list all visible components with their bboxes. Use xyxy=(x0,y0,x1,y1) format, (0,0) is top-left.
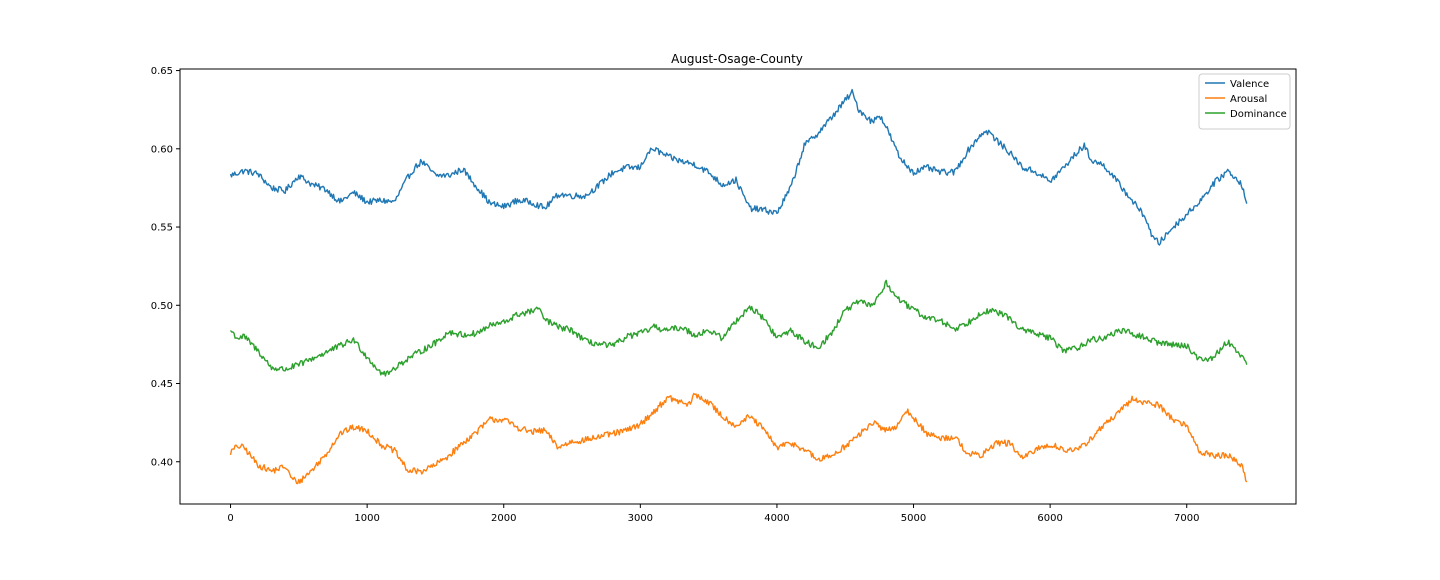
legend: Valence Arousal Dominance xyxy=(1198,73,1291,130)
x-tick-label: 6000 xyxy=(1037,513,1062,524)
y-tick-label: 0.55 xyxy=(151,223,173,234)
plot-frame xyxy=(179,68,1297,505)
x-tick-label: 1000 xyxy=(354,513,379,524)
y-tick-label: 0.40 xyxy=(151,457,173,468)
legend-box xyxy=(1198,73,1291,130)
x-tick-label: 4000 xyxy=(764,513,789,524)
x-tick-label: 2000 xyxy=(491,513,516,524)
x-tick-label: 5000 xyxy=(901,513,926,524)
x-tick-label: 7000 xyxy=(1174,513,1199,524)
series-line-valence xyxy=(229,88,1248,246)
legend-label-arousal: Arousal xyxy=(1230,94,1267,105)
x-tick-label: 3000 xyxy=(628,513,653,524)
y-tick-label: 0.65 xyxy=(151,66,173,77)
legend-label-valence: Valence xyxy=(1230,79,1269,90)
x-tick-label: 0 xyxy=(227,513,233,524)
y-tick-label: 0.50 xyxy=(151,301,173,312)
series-line-dominance xyxy=(229,279,1248,377)
axes-layer: 0 1000 2000 3000 4000 5000 6000 7000 0.40 0.45 0.5… xyxy=(151,66,1297,524)
series-layer xyxy=(229,88,1248,485)
chart-title: August-Osage-County xyxy=(671,52,803,66)
y-tick-label: 0.60 xyxy=(151,144,173,155)
series-line-arousal xyxy=(229,392,1248,485)
legend-label-dominance: Dominance xyxy=(1230,109,1287,120)
y-tick-label: 0.45 xyxy=(151,379,173,390)
